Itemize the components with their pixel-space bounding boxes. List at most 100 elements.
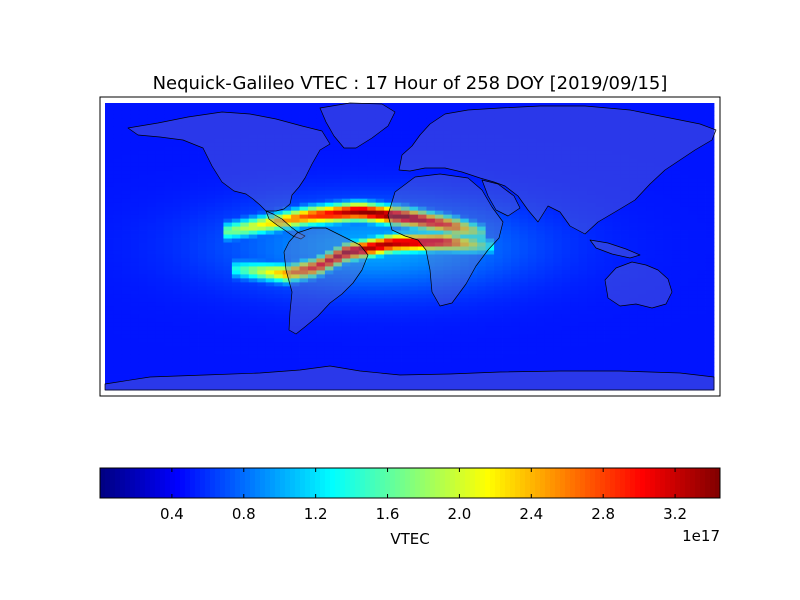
heatmap-cell xyxy=(680,242,690,247)
heatmap-cell xyxy=(257,110,267,116)
heatmap-cell xyxy=(519,234,529,239)
heatmap-cell xyxy=(367,246,377,251)
heatmap-cell xyxy=(308,254,317,259)
heatmap-cell xyxy=(502,270,512,275)
heatmap-cell xyxy=(502,194,512,200)
heatmap-cell xyxy=(629,282,639,287)
heatmap-cell xyxy=(155,146,165,152)
heatmap-cell xyxy=(612,138,622,144)
heatmap-cell xyxy=(671,270,681,275)
heatmap-cell xyxy=(105,226,114,231)
heatmap-cell xyxy=(553,362,563,367)
heatmap-cell xyxy=(561,114,571,120)
heatmap-cell xyxy=(367,158,377,164)
heatmap-cell xyxy=(367,374,377,379)
heatmap-cell xyxy=(308,118,317,124)
heatmap-cell xyxy=(291,354,300,359)
heatmap-cell xyxy=(257,290,267,295)
heatmap-cell xyxy=(604,346,613,351)
heatmap-cell xyxy=(147,374,157,379)
heatmap-cell xyxy=(426,354,436,359)
heatmap-cell xyxy=(671,366,681,371)
heatmap-cell xyxy=(147,166,157,172)
heatmap-cell xyxy=(620,218,630,223)
heatmap-cell xyxy=(595,266,605,271)
heatmap-cell xyxy=(214,130,224,136)
heatmap-cell xyxy=(544,210,554,216)
heatmap-cell xyxy=(324,302,334,307)
heatmap-cell xyxy=(570,230,580,235)
heatmap-cell xyxy=(172,302,182,307)
heatmap-cell xyxy=(629,103,639,108)
heatmap-cell xyxy=(697,162,706,168)
heatmap-cell xyxy=(697,330,706,335)
heatmap-cell xyxy=(663,234,673,239)
heatmap-cell xyxy=(544,282,554,287)
heatmap-cell xyxy=(392,314,402,319)
heatmap-cell xyxy=(434,218,444,223)
heatmap-cell xyxy=(697,342,706,347)
heatmap-cell xyxy=(553,294,563,299)
heatmap-cell xyxy=(308,374,317,379)
heatmap-cell xyxy=(511,202,520,208)
heatmap-cell xyxy=(138,118,148,124)
heatmap-cell xyxy=(392,350,402,355)
heatmap-cell xyxy=(172,366,182,371)
heatmap-cell xyxy=(265,103,275,108)
heatmap-cell xyxy=(494,274,503,279)
heatmap-cell xyxy=(705,126,715,132)
heatmap-cell xyxy=(536,242,546,247)
heatmap-cell xyxy=(282,302,292,307)
heatmap-cell xyxy=(172,362,182,367)
heatmap-cell xyxy=(181,298,190,303)
heatmap-cell xyxy=(451,230,461,235)
heatmap-cell xyxy=(570,330,580,335)
heatmap-cell xyxy=(561,310,571,315)
heatmap-cell xyxy=(189,186,199,192)
heatmap-cell xyxy=(198,282,207,287)
heatmap-cell xyxy=(172,106,182,112)
heatmap-cell xyxy=(189,346,199,351)
heatmap-cell xyxy=(494,134,503,140)
heatmap-cell xyxy=(265,250,275,255)
heatmap-cell xyxy=(367,230,377,235)
heatmap-cell xyxy=(265,126,275,132)
heatmap-cell xyxy=(426,250,436,255)
heatmap-cell xyxy=(561,246,571,251)
heatmap-cell xyxy=(248,294,258,299)
heatmap-cell xyxy=(460,194,470,200)
heatmap-cell xyxy=(443,334,453,339)
heatmap-cell xyxy=(257,238,267,243)
heatmap-cell xyxy=(130,366,140,371)
heatmap-cell xyxy=(181,146,190,152)
heatmap-cell xyxy=(468,122,478,128)
heatmap-cell xyxy=(502,350,512,355)
heatmap-cell xyxy=(502,106,512,112)
heatmap-cell xyxy=(333,250,343,255)
heatmap-cell xyxy=(240,338,250,343)
heatmap-cell xyxy=(189,126,199,132)
heatmap-cell xyxy=(511,254,520,259)
heatmap-cell xyxy=(680,358,690,363)
heatmap-cell xyxy=(468,142,478,148)
heatmap-cell xyxy=(570,310,580,315)
heatmap-cell xyxy=(697,334,706,339)
heatmap-cell xyxy=(460,290,470,295)
heatmap-cell xyxy=(612,358,622,363)
heatmap-cell xyxy=(164,210,174,216)
heatmap-cell xyxy=(494,338,503,343)
heatmap-cell xyxy=(341,154,351,160)
heatmap-cell xyxy=(417,222,427,227)
heatmap-cell xyxy=(282,126,292,132)
heatmap-cell xyxy=(358,282,368,287)
heatmap-cell xyxy=(164,346,174,351)
heatmap-cell xyxy=(147,266,157,271)
heatmap-cell xyxy=(443,154,453,160)
heatmap-cell xyxy=(502,126,512,132)
heatmap-cell xyxy=(663,114,673,120)
heatmap-cell xyxy=(147,258,157,263)
heatmap-cell xyxy=(350,182,360,188)
heatmap-cell xyxy=(511,162,520,168)
heatmap-cell xyxy=(612,258,622,263)
heatmap-cell xyxy=(637,270,647,275)
